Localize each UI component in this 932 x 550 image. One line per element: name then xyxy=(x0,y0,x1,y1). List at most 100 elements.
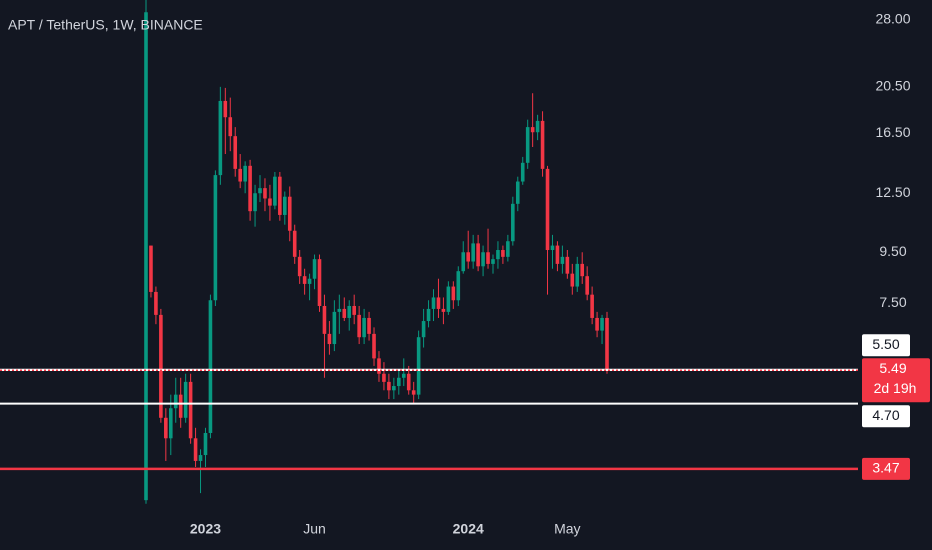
candle-body xyxy=(511,203,515,242)
candle-body xyxy=(530,127,535,133)
candle-body xyxy=(416,337,421,395)
candle-body xyxy=(377,358,381,374)
candle-body xyxy=(392,386,396,391)
candle-body xyxy=(372,333,376,359)
candle-body xyxy=(208,300,213,433)
candle-body xyxy=(406,373,411,391)
candle-body xyxy=(248,165,252,212)
candle-body xyxy=(342,308,347,318)
candle-body xyxy=(352,305,356,315)
last-price-label: 5.49 xyxy=(879,360,906,376)
candle-body xyxy=(337,308,342,312)
candle-body xyxy=(570,273,575,287)
candle-body xyxy=(461,252,466,272)
candle-body xyxy=(466,252,471,262)
candle-body xyxy=(297,256,302,277)
price-label-box xyxy=(862,457,910,480)
y-tick-label: 16.50 xyxy=(875,124,910,140)
candle-body xyxy=(426,308,431,322)
candle-body xyxy=(168,408,173,439)
candle-body xyxy=(515,181,520,204)
candle-body xyxy=(431,297,436,309)
candle-body xyxy=(520,162,525,182)
candle-body xyxy=(421,321,426,338)
candle-body xyxy=(233,136,238,169)
y-tick-label: 28.00 xyxy=(875,11,910,27)
x-tick-label: 2024 xyxy=(453,521,484,537)
candle-body xyxy=(198,455,203,461)
x-tick-label: Jun xyxy=(303,521,326,537)
candle-body xyxy=(322,305,327,334)
candle-body xyxy=(183,381,188,418)
x-tick-label: May xyxy=(554,521,580,537)
x-tick-label: 2023 xyxy=(190,521,221,537)
candle-body xyxy=(178,394,183,418)
candle-body xyxy=(560,256,565,264)
candle-body xyxy=(263,188,267,199)
y-tick-label: 20.50 xyxy=(875,78,910,94)
candle-body xyxy=(555,245,560,264)
candle-body xyxy=(506,241,510,257)
candle-body xyxy=(159,314,163,418)
candle-body xyxy=(501,250,505,257)
candle-body xyxy=(496,250,500,260)
candle-body xyxy=(382,373,386,382)
candle-body xyxy=(471,243,475,262)
candle-body xyxy=(441,308,446,312)
candle-body xyxy=(253,193,257,212)
candle-body xyxy=(550,245,555,251)
price-label-box xyxy=(862,405,910,428)
candle-body xyxy=(436,297,441,309)
candle-body xyxy=(605,317,609,371)
candle-body xyxy=(292,230,297,257)
candle-body xyxy=(451,286,456,301)
candle-body xyxy=(397,377,401,387)
candle-body xyxy=(357,314,361,338)
candle-body xyxy=(600,317,604,331)
candle-body xyxy=(164,417,168,439)
candle-body xyxy=(456,271,461,301)
candle-body xyxy=(362,317,366,338)
candle-body xyxy=(149,245,153,292)
candle-body xyxy=(411,390,416,395)
price-label: 4.70 xyxy=(872,407,899,423)
candle-body xyxy=(565,256,570,274)
candle-body xyxy=(387,381,391,391)
candle-body xyxy=(317,259,322,306)
candle-body xyxy=(545,168,550,251)
candle-body xyxy=(188,381,193,439)
candle-body xyxy=(213,175,218,301)
candle-body xyxy=(401,373,406,378)
candle-body xyxy=(154,291,158,315)
candle-body xyxy=(590,294,594,318)
candle-body xyxy=(228,117,233,137)
candle-body xyxy=(258,188,262,194)
candle-body xyxy=(302,276,307,284)
candle-body xyxy=(525,127,530,163)
candle-body xyxy=(273,176,277,206)
price-label: 5.50 xyxy=(872,336,899,352)
candle-body xyxy=(595,317,599,331)
price-label-box xyxy=(862,334,910,357)
candle-body xyxy=(347,305,352,318)
candle-body xyxy=(486,252,490,264)
candle-body xyxy=(446,286,451,312)
candle-body xyxy=(312,259,317,279)
plot-area xyxy=(144,0,609,504)
candle-body xyxy=(223,100,228,118)
y-tick-label: 7.50 xyxy=(879,294,906,310)
candle-body xyxy=(367,317,371,334)
chart-title: APT / TetherUS, 1W, BINANCE xyxy=(8,17,203,33)
candle-body xyxy=(144,12,148,501)
candle-body xyxy=(243,165,247,182)
countdown-label: 2d 19h xyxy=(874,380,917,396)
candle-body xyxy=(491,259,495,264)
candle-body xyxy=(476,243,480,267)
candle-body xyxy=(575,263,580,287)
candle-body xyxy=(540,120,545,169)
y-tick-label: 12.50 xyxy=(875,184,910,200)
candle-body xyxy=(218,100,223,176)
candle-body xyxy=(278,176,282,215)
